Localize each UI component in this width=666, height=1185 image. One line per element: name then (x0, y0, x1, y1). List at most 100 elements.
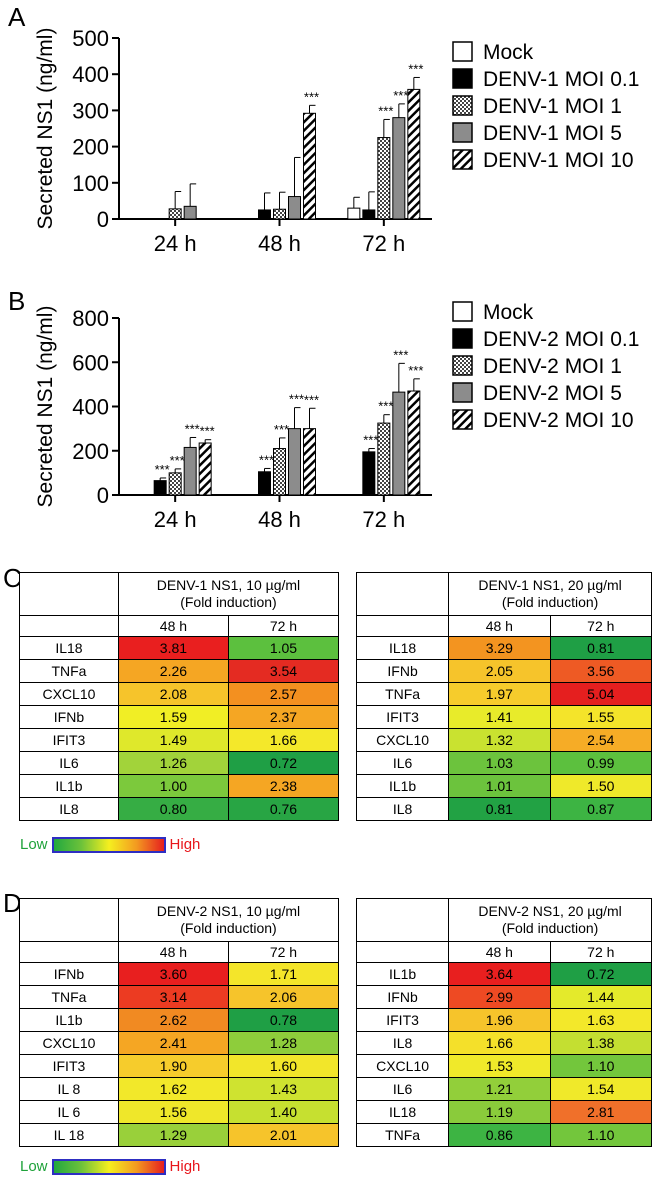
significance-label: *** (408, 61, 423, 76)
table-row: IL1b 1.00 2.38 (19, 774, 340, 798)
y-tick-label: 600 (72, 350, 109, 375)
table-row: IL18 3.29 0.81 (355, 636, 653, 660)
significance-label: *** (289, 392, 304, 407)
heatmap-cell: 2.26 (117, 659, 229, 683)
significance-label: *** (155, 462, 170, 477)
heatmap-cell: 2.38 (227, 774, 340, 798)
table-title-line2: (Fold induction) (180, 920, 277, 936)
legend-label: DENV-1 MOI 10 (483, 149, 634, 172)
heatmap-cell: 1.32 (448, 728, 551, 752)
heatmap-cell: 1.10 (549, 1054, 653, 1078)
table-title: DENV-2 NS1, 20 µg/ml (Fold induction) (448, 898, 652, 942)
gene-label: IL1b (355, 774, 450, 798)
empty-header-cell (355, 941, 450, 963)
heatmap-cell: 2.08 (117, 682, 229, 706)
table-title-line2: (Fold induction) (501, 594, 599, 610)
bar (377, 137, 391, 220)
chart-b: 0 200 400 600 800 Secreted NS1 (ng/ml) 24 h ***… (34, 301, 639, 532)
legend-label: DENV-2 MOI 1 (483, 355, 622, 378)
column-header: 72 h (227, 941, 340, 963)
bar (183, 205, 197, 220)
heatmap-cell: 3.81 (117, 636, 229, 660)
gene-label: IL8 (355, 797, 450, 821)
corner-cell (355, 572, 450, 616)
empty-header-cell (355, 615, 450, 637)
y-tick-label: 500 (72, 26, 109, 51)
legend-swatch (452, 382, 473, 403)
y-tick-label: 800 (72, 306, 109, 331)
table-row: IL1b 1.01 1.50 (355, 774, 653, 798)
table-title-line1: DENV-2 NS1, 20 µg/ml (478, 903, 622, 919)
color-scale-legend-c: Low High (20, 836, 200, 853)
column-header: 48 h (117, 615, 229, 637)
heatmap-cell: 1.40 (227, 1100, 340, 1124)
bar (377, 422, 391, 496)
heatmap-cell: 2.01 (227, 1123, 340, 1147)
gene-label: CXCL10 (355, 1054, 450, 1078)
legend-swatch (452, 301, 473, 322)
legend-label: DENV-2 MOI 10 (483, 409, 634, 432)
heatmap-cell: 1.59 (117, 705, 229, 729)
heatmap-cell: 0.86 (448, 1123, 551, 1147)
heatmap-cell: 0.80 (117, 797, 229, 821)
gene-label: IFNb (355, 985, 450, 1009)
legend-low-label: Low (20, 1158, 48, 1175)
legend-high-label: High (169, 836, 201, 853)
legend-swatch (452, 328, 473, 349)
table-title: DENV-1 NS1, 20 µg/ml (Fold induction) (448, 572, 652, 616)
x-tick-label: 72 h (362, 507, 405, 532)
panel-label-d: D (3, 888, 22, 918)
bar (362, 209, 376, 220)
heatmap-cell: 1.90 (117, 1054, 229, 1078)
gene-label: TNFa (19, 659, 119, 683)
bar (303, 428, 316, 496)
table-row: IFNb 1.59 2.37 (19, 705, 340, 729)
heatmap-cell: 0.76 (227, 797, 340, 821)
significance-label: *** (363, 433, 378, 448)
gene-label: TNFa (19, 985, 119, 1009)
gene-label: IFIT3 (355, 1008, 450, 1032)
heatmap-cell: 2.37 (227, 705, 340, 729)
bar (288, 196, 301, 220)
y-axis-label: Secreted NS1 (ng/ml) (34, 306, 57, 508)
color-scale-legend-d: Low High (20, 1158, 200, 1175)
legend-label: Mock (483, 301, 534, 324)
panel-label-c: C (3, 563, 22, 593)
table-title: DENV-1 NS1, 10 µg/ml (Fold induction) (117, 572, 340, 616)
bar (407, 390, 421, 496)
heatmap-cell: 1.00 (117, 774, 229, 798)
table-row: IFNb 2.05 3.56 (355, 659, 653, 683)
table-title-line2: (Fold induction) (180, 594, 277, 610)
table-row: TNFa 3.14 2.06 (19, 985, 340, 1009)
table-row: CXCL10 1.32 2.54 (355, 728, 653, 752)
x-tick-label: 48 h (258, 507, 301, 532)
heatmap-cell: 0.72 (549, 962, 653, 986)
bar (168, 472, 182, 496)
heatmap-cell: 5.04 (549, 682, 653, 706)
gene-label: IFNb (19, 962, 119, 986)
heatmap-cell: 0.99 (549, 751, 653, 775)
legend-swatch (452, 149, 473, 170)
legend-label: Mock (483, 41, 534, 64)
legend-label: DENV-1 MOI 5 (483, 122, 622, 145)
heatmap-cell: 1.66 (448, 1031, 551, 1055)
y-tick-label: 0 (97, 207, 109, 232)
heatmap-cell: 3.64 (448, 962, 551, 986)
legend-swatch (452, 95, 473, 116)
chart-a: 0 100 200 300 400 500 Secreted NS1 (ng/ml) 24 h… (34, 26, 639, 256)
significance-label: *** (378, 103, 393, 118)
corner-cell (355, 898, 450, 942)
significance-label: *** (393, 347, 408, 362)
table-row: IL 8 1.62 1.43 (19, 1077, 340, 1101)
significance-label: *** (259, 452, 274, 467)
heatmap-cell: 1.53 (448, 1054, 551, 1078)
heatmap-cell: 2.06 (227, 985, 340, 1009)
table-row: IL1b 2.62 0.78 (19, 1008, 340, 1032)
y-tick-label: 300 (72, 98, 109, 123)
heatmap-cell: 3.60 (117, 962, 229, 986)
heatmap-cell: 3.29 (448, 636, 551, 660)
panel-label-a: A (8, 2, 26, 32)
gene-label: IL1b (19, 1008, 119, 1032)
bar (153, 480, 167, 496)
bar (183, 446, 197, 496)
